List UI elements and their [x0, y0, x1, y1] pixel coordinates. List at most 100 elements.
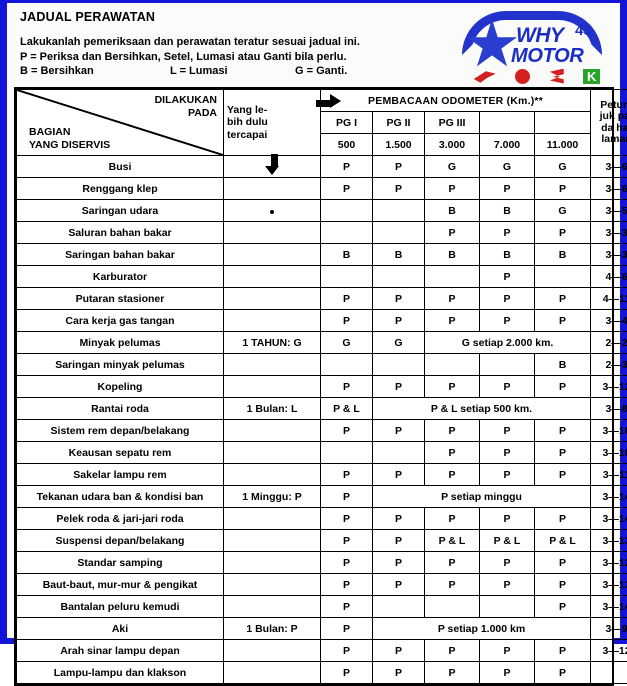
row-first-reached	[224, 574, 321, 596]
row-interval-cell: P	[480, 266, 535, 288]
done-on-line1: DILAKUKAN	[155, 94, 217, 106]
row-part-name: Bantalan peluru kemudi	[17, 596, 224, 618]
row-interval-cell: P	[373, 288, 425, 310]
row-page-reference: 3—10	[591, 420, 627, 442]
row-part-name: Keausan sepatu rem	[17, 442, 224, 464]
row-interval-cell: B	[373, 244, 425, 266]
row-interval-cell: P	[373, 310, 425, 332]
row-interval-cell: G	[321, 332, 373, 354]
row-interval-cell: P	[535, 288, 591, 310]
row-first-reached: 1 Bulan: L	[224, 398, 321, 420]
row-interval-cell	[425, 266, 480, 288]
row-interval-cell: P	[535, 442, 591, 464]
legend-b: B = Bersihkan	[20, 64, 170, 79]
row-interval-cell: P	[321, 178, 373, 200]
row-interval-cell: P	[321, 574, 373, 596]
row-interval-cell: P	[535, 222, 591, 244]
row-interval-cell: G	[535, 156, 591, 178]
row-first-reached	[224, 420, 321, 442]
row-first-reached	[224, 552, 321, 574]
row-part-name: Tekanan udara ban & kondisi ban	[17, 486, 224, 508]
row-interval-cell: P	[535, 596, 591, 618]
row-interval-cell: P	[535, 464, 591, 486]
pg-label-5	[535, 112, 591, 134]
pg-label-4	[480, 112, 535, 134]
row-page-reference: 3—14	[591, 486, 627, 508]
row-interval-cell: P	[373, 376, 425, 398]
row-first-reached	[224, 530, 321, 552]
row-part-name: Minyak pelumas	[17, 332, 224, 354]
row-interval-cell: G	[425, 156, 480, 178]
row-interval-cell: P	[425, 464, 480, 486]
row-interval-cell: P	[321, 618, 373, 640]
row-first-reached	[224, 310, 321, 332]
row-part-name: Arah sinar lampu depan	[17, 640, 224, 662]
row-part-name: Cara kerja gas tangan	[17, 310, 224, 332]
row-interval-cell: P	[321, 530, 373, 552]
row-first-reached	[224, 354, 321, 376]
row-interval-cell: P	[480, 222, 535, 244]
row-interval-cell: B	[425, 200, 480, 222]
row-interval-cell: P	[425, 288, 480, 310]
row-interval-cell: P	[373, 420, 425, 442]
row-interval-cell: G	[480, 156, 535, 178]
row-span-note: P setiap 1.000 km	[373, 618, 591, 640]
row-page-reference: 3—12	[591, 376, 627, 398]
row-interval-cell: P	[373, 156, 425, 178]
row-interval-cell: P	[373, 552, 425, 574]
yamaha-icon	[515, 69, 530, 84]
row-interval-cell	[373, 354, 425, 376]
row-interval-cell: P	[321, 420, 373, 442]
logo-motor-text: MOTOR	[511, 45, 584, 68]
row-interval-cell: G	[535, 200, 591, 222]
part-line1: BAGIAN	[29, 126, 70, 138]
row-part-name: Baut-baut, mur-mur & pengikat	[17, 574, 224, 596]
row-interval-cell	[373, 442, 425, 464]
row-part-name: Saringan minyak pelumas	[17, 354, 224, 376]
row-interval-cell: P	[425, 508, 480, 530]
row-interval-cell: B	[535, 244, 591, 266]
row-first-reached	[224, 464, 321, 486]
row-part-name: Suspensi depan/belakang	[17, 530, 224, 552]
row-interval-cell: P	[321, 376, 373, 398]
row-interval-cell: P	[373, 178, 425, 200]
row-interval-cell: P	[373, 508, 425, 530]
row-page-reference: 3—14	[591, 596, 627, 618]
row-interval-cell: P	[535, 662, 591, 684]
row-part-name: Pelek roda & jari-jari roda	[17, 508, 224, 530]
row-interval-cell: P	[535, 310, 591, 332]
row-interval-cell: P	[321, 662, 373, 684]
row-interval-cell: P	[480, 552, 535, 574]
row-part-name: Putaran stasioner	[17, 288, 224, 310]
row-interval-cell: P	[321, 464, 373, 486]
row-first-reached	[224, 376, 321, 398]
km-label-1: 500	[321, 134, 373, 156]
row-interval-cell: P	[425, 442, 480, 464]
dot-marker-icon	[270, 210, 274, 214]
row-interval-cell	[321, 266, 373, 288]
row-page-reference: 4—11	[591, 288, 627, 310]
row-interval-cell: P	[480, 310, 535, 332]
row-interval-cell: P	[480, 442, 535, 464]
row-interval-cell	[373, 266, 425, 288]
row-part-name: Busi	[17, 156, 224, 178]
row-interval-cell: P & L	[425, 530, 480, 552]
row-interval-cell	[321, 354, 373, 376]
row-first-reached	[224, 222, 321, 244]
